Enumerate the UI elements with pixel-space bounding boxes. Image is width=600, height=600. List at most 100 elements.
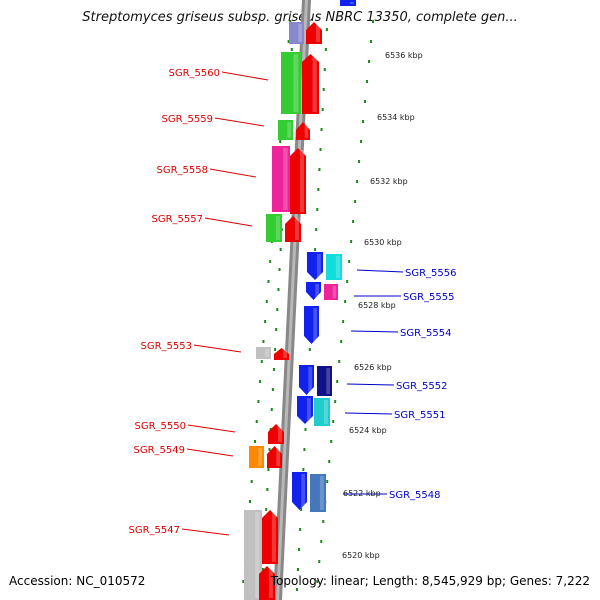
- gene-shade: [276, 448, 281, 466]
- scale-tick-label: 6522 kbp: [343, 489, 381, 498]
- gene-shade: [313, 308, 318, 342]
- scale-tick-label: 6530 kbp: [364, 238, 402, 247]
- accession-value: NC_010572: [76, 574, 146, 588]
- gene-shade: [283, 148, 288, 210]
- gene-label: SGR_5560: [169, 68, 221, 79]
- gene-shade: [287, 122, 292, 138]
- gene-shade: [271, 512, 276, 562]
- summary-text: Topology: linear; Length: 8,545,929 bp; …: [270, 574, 590, 588]
- scale-tick-label: 6528 kbp: [358, 301, 396, 310]
- gene-label: SGR_5559: [162, 114, 214, 125]
- gene-arrow-forward: [285, 216, 301, 242]
- gene-shade: [277, 426, 282, 442]
- gene-block: [256, 347, 271, 359]
- gene-label-leader: [186, 448, 234, 457]
- gene-label-leader: [181, 528, 230, 536]
- gene-arrow-forward: [302, 54, 319, 114]
- gene-label-leader: [193, 344, 242, 353]
- gene-arrow-reverse: [307, 252, 323, 280]
- length-value: 8,545,929 bp: [421, 574, 502, 588]
- accession-label: Accession:: [9, 574, 73, 588]
- scale-tick-label: 6526 kbp: [354, 363, 392, 372]
- gene-label-leader: [214, 117, 265, 127]
- gene-label-leader: [209, 168, 257, 178]
- gene-block: [266, 214, 282, 242]
- gene-shade: [315, 24, 320, 42]
- gene-label-leader: [346, 383, 395, 386]
- gene-block: [317, 366, 332, 396]
- gene-arrow-forward: [274, 348, 289, 360]
- gene-label: SGR_5552: [396, 381, 448, 392]
- gene-arrow-forward: [290, 148, 306, 214]
- scale-tick-label: 6532 kbp: [370, 177, 408, 186]
- gene-label: SGR_5547: [129, 525, 181, 536]
- gene-label: SGR_5555: [403, 292, 455, 303]
- gene-arrow-forward: [296, 122, 310, 140]
- genes-label: Genes:: [509, 574, 552, 588]
- gene-block: [249, 446, 264, 468]
- gene-arrow-reverse: [299, 365, 314, 395]
- gene-label: SGR_5557: [152, 214, 204, 225]
- length-label: Length:: [372, 574, 419, 588]
- gene-label: SGR_5548: [389, 490, 441, 501]
- gene-shade: [268, 568, 273, 598]
- gene-shade: [301, 474, 306, 508]
- gene-label: SGR_5553: [141, 341, 193, 352]
- gene-label: SGR_5550: [135, 421, 187, 432]
- gene-block: [326, 254, 342, 280]
- gene-block: [278, 120, 293, 140]
- gene-shade: [326, 368, 331, 394]
- gene-label-leader: [221, 71, 269, 81]
- gene-shade: [275, 216, 280, 240]
- gene-shade: [319, 476, 324, 510]
- gene-block: [244, 510, 262, 600]
- gene-shade: [315, 284, 320, 298]
- gene-shade: [332, 286, 337, 298]
- gene-shade: [312, 56, 317, 112]
- genes-value: 7,222: [555, 574, 590, 588]
- gene-shade: [349, 2, 354, 4]
- gene-shade: [298, 24, 303, 42]
- scale-tick-label: 6534 kbp: [377, 113, 415, 122]
- gene-shade: [255, 512, 260, 598]
- topology-label: Topology:: [270, 574, 327, 588]
- topology-value: linear: [330, 574, 365, 588]
- gene-shade: [316, 254, 321, 278]
- gene-block: [272, 146, 290, 212]
- gene-block: [340, 0, 356, 6]
- gene-shade: [258, 448, 263, 466]
- gene-arrow-forward: [259, 566, 275, 600]
- gene-label-leader: [204, 217, 253, 227]
- gene-shade: [306, 398, 311, 422]
- gene-arrow-reverse: [304, 306, 319, 344]
- gene-label: SGR_5556: [405, 268, 457, 279]
- gene-shade: [335, 256, 340, 278]
- gene-block: [324, 284, 338, 300]
- gene-label-leader: [356, 269, 404, 273]
- gene-label: SGR_5558: [157, 165, 209, 176]
- gene-arrow-reverse: [306, 282, 321, 300]
- gene-shade: [304, 124, 309, 138]
- gene-label: SGR_5549: [134, 445, 186, 456]
- gene-label-leader: [350, 330, 399, 333]
- gene-arrow-forward: [306, 22, 322, 44]
- gene-label: SGR_5551: [394, 410, 446, 421]
- gene-label-leader: [344, 412, 393, 415]
- gene-block: [310, 474, 326, 512]
- gene-block: [289, 22, 304, 44]
- gene-arrow-forward: [268, 424, 284, 444]
- gene-shade: [293, 54, 299, 112]
- gene-shade: [294, 218, 299, 240]
- gene-label-leader: [187, 424, 236, 433]
- accession-text: Accession: NC_010572: [9, 574, 145, 588]
- gene-arrow-forward: [267, 446, 282, 468]
- gene-arrow-reverse: [292, 472, 307, 510]
- gene-arrow-forward: [262, 510, 278, 564]
- gene-shade: [323, 400, 328, 424]
- gene-arrow-reverse: [297, 396, 313, 424]
- scale-tick-label: 6520 kbp: [342, 551, 380, 560]
- gene-block: [281, 52, 301, 114]
- gene-shade: [308, 367, 313, 393]
